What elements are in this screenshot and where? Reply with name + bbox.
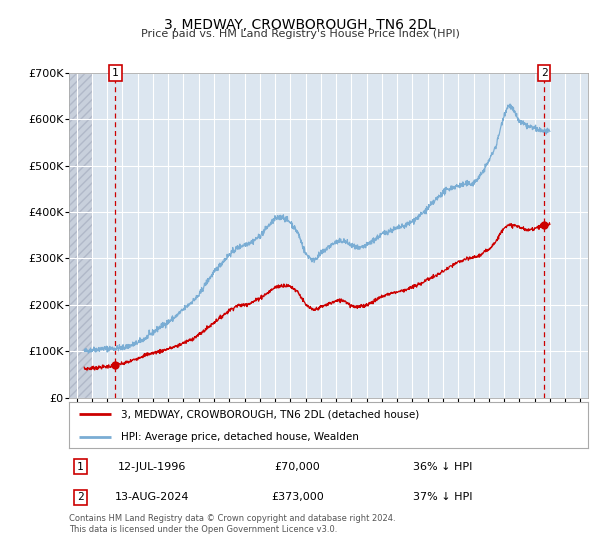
Text: This data is licensed under the Open Government Licence v3.0.: This data is licensed under the Open Gov… <box>69 525 337 534</box>
Text: 1: 1 <box>77 461 84 472</box>
Text: £373,000: £373,000 <box>271 492 324 502</box>
Text: 2: 2 <box>541 68 547 78</box>
Text: 36% ↓ HPI: 36% ↓ HPI <box>413 461 472 472</box>
Text: £70,000: £70,000 <box>274 461 320 472</box>
Text: 2: 2 <box>77 492 84 502</box>
Text: Price paid vs. HM Land Registry's House Price Index (HPI): Price paid vs. HM Land Registry's House … <box>140 29 460 39</box>
Text: Contains HM Land Registry data © Crown copyright and database right 2024.: Contains HM Land Registry data © Crown c… <box>69 514 395 523</box>
Text: 3, MEDWAY, CROWBOROUGH, TN6 2DL: 3, MEDWAY, CROWBOROUGH, TN6 2DL <box>164 18 436 32</box>
Text: 12-JUL-1996: 12-JUL-1996 <box>118 461 186 472</box>
Text: 13-AUG-2024: 13-AUG-2024 <box>115 492 189 502</box>
Text: 37% ↓ HPI: 37% ↓ HPI <box>413 492 472 502</box>
Text: HPI: Average price, detached house, Wealden: HPI: Average price, detached house, Weal… <box>121 432 359 441</box>
Text: 1: 1 <box>112 68 119 78</box>
Text: 3, MEDWAY, CROWBOROUGH, TN6 2DL (detached house): 3, MEDWAY, CROWBOROUGH, TN6 2DL (detache… <box>121 409 419 419</box>
Bar <box>69 73 92 398</box>
